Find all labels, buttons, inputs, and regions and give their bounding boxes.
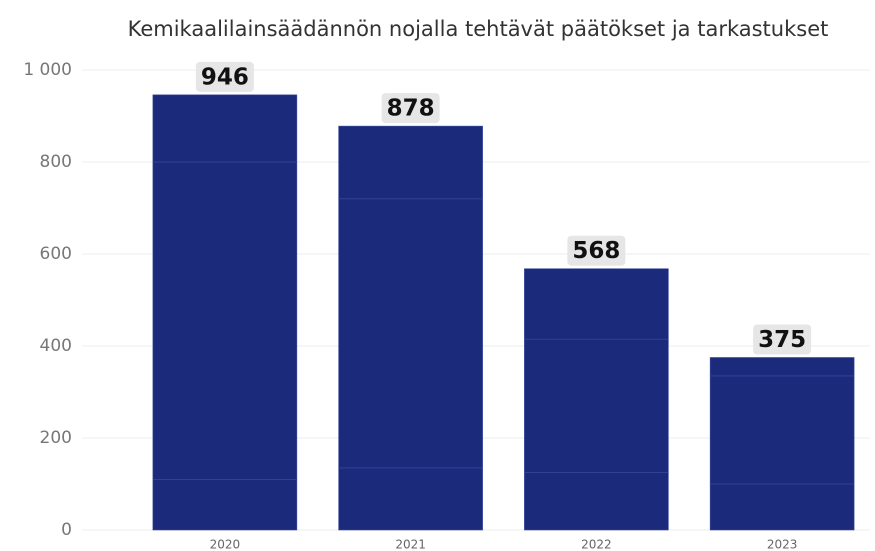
value-label: 878 <box>387 96 435 122</box>
bar-segment <box>709 357 855 377</box>
y-tick-label: 0 <box>61 520 72 540</box>
bar-segment <box>524 338 669 473</box>
bar-segment <box>338 125 483 200</box>
bar-segment <box>524 268 669 340</box>
bar-segment <box>338 467 483 531</box>
x-tick-label: 2020 <box>210 538 241 551</box>
bar-segment <box>524 472 669 531</box>
y-tick-label: 400 <box>40 336 72 356</box>
bar-segment <box>152 161 298 480</box>
x-tick-label: 2023 <box>767 538 798 551</box>
y-tick-label: 1 000 <box>23 60 72 80</box>
value-label-bg <box>753 324 812 355</box>
bar-segment <box>338 198 483 469</box>
value-label-bg <box>381 93 440 124</box>
x-tick-label: 2022 <box>581 538 612 551</box>
value-label: 946 <box>201 64 249 90</box>
value-label-bg <box>567 235 626 266</box>
bar-segment <box>152 479 298 531</box>
bar-segment <box>709 375 855 485</box>
value-label: 568 <box>572 238 620 264</box>
x-tick-label: 2021 <box>395 538 426 551</box>
bar-segment <box>152 94 298 163</box>
chart-title: Kemikaalilainsäädännön nojalla tehtävät … <box>128 17 829 41</box>
bar-segment <box>709 483 855 531</box>
y-tick-label: 800 <box>40 152 72 172</box>
value-label: 375 <box>758 327 806 353</box>
y-tick-label: 200 <box>40 428 72 448</box>
y-tick-label: 600 <box>40 244 72 264</box>
value-label-bg <box>195 61 254 92</box>
